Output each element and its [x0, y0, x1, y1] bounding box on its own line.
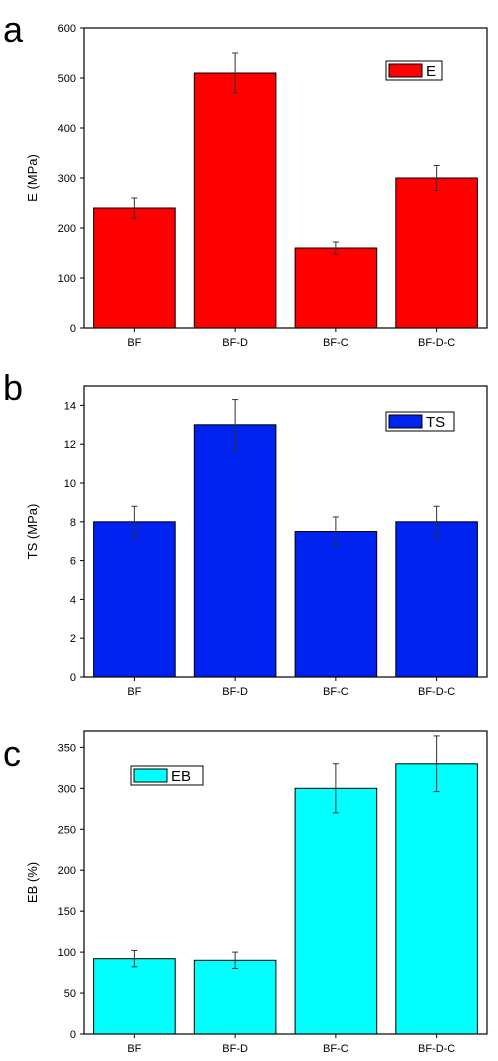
y-tick-label: 400 — [58, 123, 76, 135]
legend: TS — [385, 411, 455, 432]
x-tick-label-BF-C: BF-C — [323, 337, 349, 349]
x-tick-label-BF-D: BF-D — [222, 686, 248, 698]
x-tick-label-BF: BF — [127, 686, 141, 698]
y-tick-label: 250 — [58, 824, 76, 836]
legend-swatch — [388, 63, 423, 78]
bar-BF-C — [294, 787, 378, 1035]
y-tick-label: 350 — [58, 742, 76, 754]
bar-BF — [93, 521, 176, 678]
y-tick-label: 8 — [70, 517, 76, 529]
legend-swatch — [388, 414, 423, 429]
bar-BF-D-C — [395, 763, 478, 1035]
y-axis-title: E (MPa) — [25, 154, 40, 202]
bar-BF-D — [193, 424, 277, 678]
legend: EB — [130, 765, 204, 786]
y-tick-label: 100 — [58, 947, 76, 959]
panel-letter: c — [3, 733, 21, 774]
legend: E — [385, 60, 443, 81]
x-tick-label-BF-D-C: BF-D-C — [418, 1043, 455, 1055]
y-tick-label: 500 — [58, 73, 76, 85]
bar-BF-C — [294, 247, 378, 329]
x-tick-label-BF-D: BF-D — [222, 1043, 248, 1055]
x-tick-label-BF: BF — [127, 337, 141, 349]
y-tick-label: 50 — [64, 988, 76, 1000]
chart-panel-a: a BF BF-D BF-C BF-D-C 0 100 200 300 400 500 600 E (M… — [3, 9, 488, 349]
bar-BF-D — [193, 959, 277, 1035]
chart-panel-c: c BF BF-D BF-C BF-D-C 0 50 100 150 200 250 300 350 EB… — [3, 730, 488, 1055]
x-tick-label-BF-D: BF-D — [222, 337, 248, 349]
bar-BF-D — [193, 72, 277, 329]
y-tick-label: 0 — [70, 672, 76, 684]
y-tick-label: 2 — [70, 633, 76, 645]
y-tick-label: 4 — [70, 594, 76, 606]
legend-label: TS — [426, 414, 445, 431]
y-tick-label: 200 — [58, 865, 76, 877]
y-tick-label: 100 — [58, 273, 76, 285]
y-tick-label: 0 — [70, 1029, 76, 1041]
x-tick-label-BF-C: BF-C — [323, 686, 349, 698]
y-axis-title: TS (MPa) — [25, 504, 40, 560]
plot-frame — [83, 385, 488, 678]
y-tick-label: 600 — [58, 23, 76, 35]
bar-BF-C — [294, 531, 378, 678]
panel-letter: b — [3, 367, 23, 408]
plot-frame — [83, 730, 488, 1035]
x-tick-label-BF-D-C: BF-D-C — [418, 337, 455, 349]
bar-BF-D-C — [395, 177, 478, 329]
y-tick-label: 0 — [70, 323, 76, 335]
legend-swatch — [133, 768, 168, 783]
legend-label: EB — [171, 768, 191, 785]
legend-label: E — [426, 63, 436, 80]
bar-BF-D-C — [395, 521, 478, 678]
y-tick-label: 10 — [64, 478, 76, 490]
panel-letter: a — [3, 9, 24, 50]
y-tick-label: 300 — [58, 173, 76, 185]
y-tick-label: 6 — [70, 556, 76, 568]
chart-panel-b: b BF BF-D BF-C BF-D-C 0 2 4 6 8 10 12 14 TS (MPa) TS — [3, 367, 488, 698]
y-tick-label: 200 — [58, 223, 76, 235]
y-tick-label: 300 — [58, 783, 76, 795]
y-tick-label: 150 — [58, 906, 76, 918]
bar-BF — [93, 958, 176, 1035]
x-tick-label-BF: BF — [127, 1043, 141, 1055]
y-tick-label: 14 — [64, 400, 76, 412]
bar-BF — [93, 207, 176, 329]
y-tick-label: 12 — [64, 439, 76, 451]
x-tick-label-BF-C: BF-C — [323, 1043, 349, 1055]
y-axis-title: EB (%) — [25, 862, 40, 903]
x-tick-label-BF-D-C: BF-D-C — [418, 686, 455, 698]
